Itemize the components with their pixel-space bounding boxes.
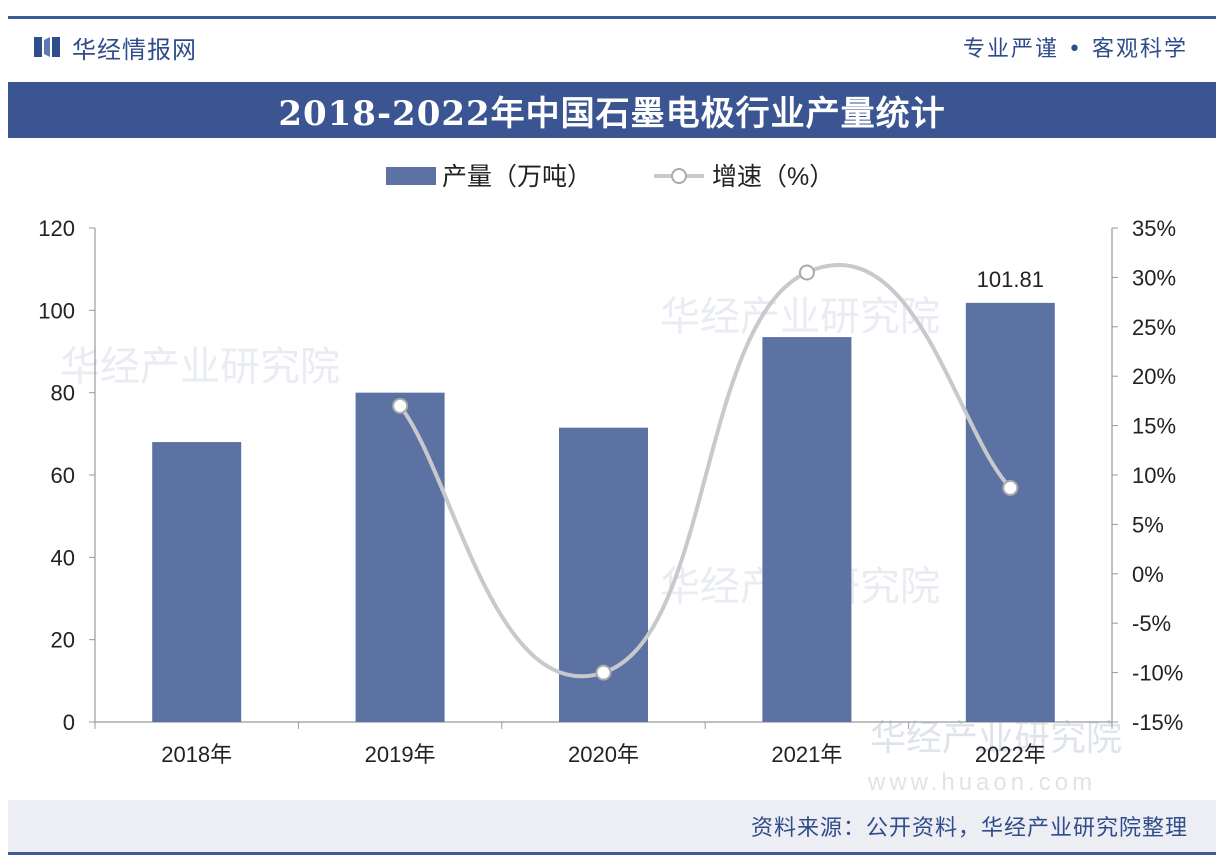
growth-line xyxy=(392,263,1019,681)
brand-logo-icon xyxy=(34,37,60,57)
legend-line-label: 增速（%） xyxy=(712,163,834,191)
y-right-tick-label: 15% xyxy=(1132,414,1176,439)
growth-point-2021年 xyxy=(798,264,815,281)
bar-2019年 xyxy=(355,392,445,722)
chart: 华经产业研究院 华经产业研究院 华经产业研究院 华经产业研究院 www.huao… xyxy=(38,163,1183,796)
header: 华经情报网 专业严谨 • 客观科学 xyxy=(8,22,1216,72)
x-tick-label: 2021年 xyxy=(771,742,842,767)
y-right-tick-label: 35% xyxy=(1132,216,1176,241)
footer: 资料来源：公开资料，华经产业研究院整理 xyxy=(8,800,1216,852)
top-rule xyxy=(8,16,1216,19)
growth-point-2022年 xyxy=(1002,479,1019,496)
x-tick-label: 2020年 xyxy=(568,742,639,767)
y-right-tick-label: -5% xyxy=(1132,611,1171,636)
bottom-rule xyxy=(8,852,1216,855)
legend-bar-label: 产量（万吨） xyxy=(442,163,592,191)
watermark-text-1: 华经产业研究院 xyxy=(60,345,340,389)
chart-area: 华经产业研究院 华经产业研究院 华经产业研究院 华经产业研究院 www.huao… xyxy=(0,140,1224,800)
y-right-tick-label: 10% xyxy=(1132,463,1176,488)
y-left-tick-label: 20 xyxy=(51,628,75,653)
chart-title: 2018-2022年中国石墨电极行业产量统计 xyxy=(278,93,946,134)
brand: 华经情报网 xyxy=(8,30,197,65)
y-left-tick-label: 60 xyxy=(51,463,75,488)
watermark-text-2: 华经产业研究院 xyxy=(660,295,940,339)
bars xyxy=(152,302,1055,722)
source-note: 资料来源：公开资料，华经产业研究院整理 xyxy=(750,816,1188,841)
x-tick-label: 2019年 xyxy=(365,742,436,767)
y-left-tick-label: 0 xyxy=(63,710,75,735)
axes: 0 20 40 60 80 100 120 -15% -10% -5% 0% 5% 10% 15% 20% 2… xyxy=(38,216,1183,767)
watermark-url: www.huaon.com xyxy=(867,769,1096,796)
watermark-layer: 华经产业研究院 华经产业研究院 华经产业研究院 华经产业研究院 www.huao… xyxy=(60,295,1122,796)
y-right-tick-label: -10% xyxy=(1132,661,1183,686)
legend: 产量（万吨） 增速（%） xyxy=(386,163,834,191)
x-tick-label: 2018年 xyxy=(161,742,232,767)
data-labels: 101.81 xyxy=(977,267,1044,292)
slogan: 专业严谨 • 客观科学 xyxy=(963,37,1188,62)
legend-line-marker xyxy=(671,168,687,184)
y-right-tick-label: 20% xyxy=(1132,364,1176,389)
bar-2022年 xyxy=(965,302,1055,722)
y-right-tick-label: 30% xyxy=(1132,265,1176,290)
x-tick-label: 2022年 xyxy=(975,742,1046,767)
title-banner: 2018-2022年中国石墨电极行业产量统计 xyxy=(8,82,1216,138)
y-right-tick-label: -15% xyxy=(1132,710,1183,735)
legend-bar-swatch xyxy=(386,167,436,185)
y-right-tick-label: 5% xyxy=(1132,512,1164,537)
growth-point-2019年 xyxy=(392,397,409,414)
y-right-tick-label: 0% xyxy=(1132,562,1164,587)
y-left-tick-label: 100 xyxy=(38,298,75,323)
y-left-tick-label: 40 xyxy=(51,545,75,570)
brand-name: 华经情报网 xyxy=(72,35,197,64)
growth-line-path xyxy=(398,263,1012,678)
watermark-text-4: 华经产业研究院 xyxy=(870,717,1122,758)
y-left-tick-label: 80 xyxy=(51,381,75,406)
bar-2018年 xyxy=(152,442,242,722)
y-left-tick-label: 120 xyxy=(38,216,75,241)
bar-2021年 xyxy=(762,337,852,722)
data-label: 101.81 xyxy=(977,267,1044,292)
y-right-tick-label: 25% xyxy=(1132,315,1176,340)
growth-point-2020年 xyxy=(595,664,612,681)
